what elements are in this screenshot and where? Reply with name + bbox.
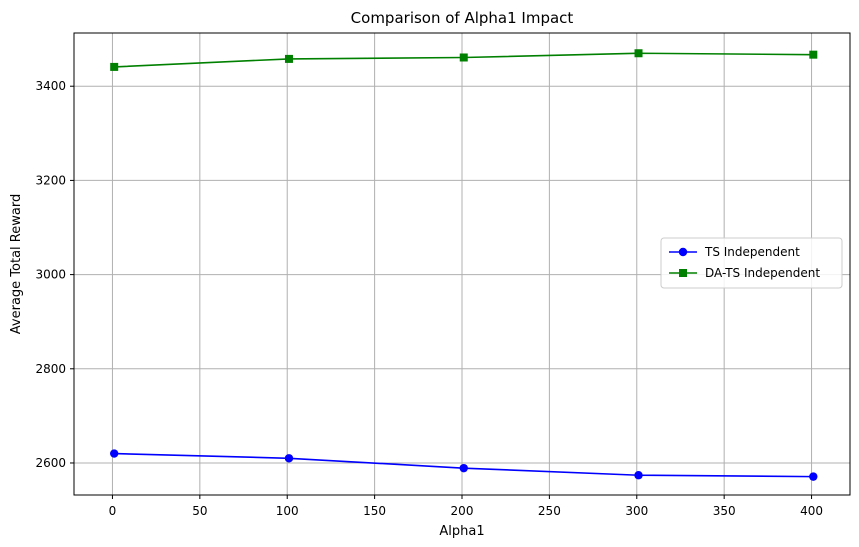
- series-2-point: [459, 53, 468, 62]
- x-tick-label: 350: [713, 504, 736, 518]
- y-tick-label: 2600: [35, 456, 66, 470]
- chart-title: Comparison of Alpha1 Impact: [351, 9, 574, 27]
- series-1-point: [459, 463, 468, 473]
- y-tick-label: 3000: [35, 268, 66, 282]
- series-2-point: [634, 49, 643, 58]
- series-2-point: [284, 54, 293, 63]
- y-tick-label: 3400: [35, 79, 66, 93]
- series-layer: [109, 49, 818, 481]
- x-tick-label: 0: [109, 504, 117, 518]
- legend-item-1-label: TS Independent: [704, 245, 800, 259]
- series-1-point: [809, 472, 818, 481]
- x-tick-label: 250: [538, 504, 561, 518]
- series-1-point: [284, 454, 294, 463]
- series-1-point: [109, 449, 119, 458]
- y-tick-label: 2800: [35, 362, 66, 376]
- legend-box: [660, 237, 843, 289]
- grid-lines: [74, 33, 850, 495]
- x-tick-label: 400: [800, 504, 823, 518]
- x-tick-label: 50: [192, 504, 207, 518]
- series-2-point: [809, 50, 818, 59]
- legend-item-1-marker: [678, 247, 688, 257]
- legend-item-2-label: DA-TS Independent: [705, 266, 820, 280]
- x-axis-label: Alpha1: [439, 524, 484, 539]
- y-axis-label: Average Total Reward: [9, 194, 24, 334]
- x-axis: 0 50 100 150 200 250 300 350 400: [109, 495, 823, 518]
- series-2-point: [110, 62, 119, 71]
- y-axis: 2600 2800 3000 3200 3400: [35, 79, 74, 470]
- legend: TS Independent DA-TS Independent: [660, 237, 843, 289]
- x-tick-label: 200: [451, 504, 474, 518]
- x-tick-label: 150: [363, 504, 386, 518]
- y-tick-label: 3200: [35, 173, 66, 187]
- x-tick-label: 100: [276, 504, 299, 518]
- legend-item-2-marker: [679, 269, 687, 277]
- series-1-point: [634, 471, 643, 480]
- x-tick-label: 300: [625, 504, 648, 518]
